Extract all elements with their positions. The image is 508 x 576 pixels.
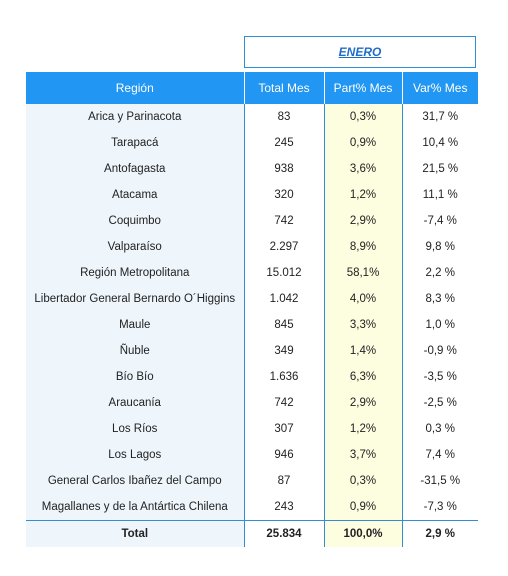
cell-region: General Carlos Ibañez del Campo xyxy=(26,468,244,494)
table-row: Libertador General Bernardo O´Higgins 1.0… xyxy=(26,286,478,312)
table-header-row: Región Total Mes Part% Mes Var% Mes xyxy=(26,72,478,104)
cell-var: 10,4 % xyxy=(401,130,478,156)
month-box: ENERO xyxy=(244,36,476,68)
table-row: Valparaíso 2.297 8,9% 9,8 % xyxy=(26,234,478,260)
cell-total: 349 xyxy=(243,338,324,364)
cell-part: 3,7% xyxy=(323,442,402,468)
month-title: ENERO xyxy=(338,45,382,59)
month-header-row: ENERO xyxy=(26,36,478,70)
cell-region: Antofagasta xyxy=(26,156,244,182)
cell-part: 2,9% xyxy=(323,208,402,234)
region-table: Región Total Mes Part% Mes Var% Mes Aric… xyxy=(26,72,478,547)
cell-region: Libertador General Bernardo O´Higgins xyxy=(26,286,244,312)
cell-region: Los Ríos xyxy=(26,416,244,442)
cell-region: Valparaíso xyxy=(26,234,244,260)
month-spacer xyxy=(26,36,244,70)
cell-total: 2.297 xyxy=(243,234,324,260)
total-cell-var: 2,9 % xyxy=(401,520,478,547)
cell-part: 1,4% xyxy=(323,338,402,364)
cell-part: 3,6% xyxy=(323,156,402,182)
table-row: Araucanía 742 2,9% -2,5 % xyxy=(26,390,478,416)
cell-region: Los Lagos xyxy=(26,442,244,468)
cell-total: 307 xyxy=(243,416,324,442)
cell-part: 58,1% xyxy=(323,260,402,286)
table-row: Los Ríos 307 1,2% 0,3 % xyxy=(26,416,478,442)
cell-total: 1.636 xyxy=(243,364,324,390)
table-row: Región Metropolitana 15.012 58,1% 2,2 % xyxy=(26,260,478,286)
cell-total: 83 xyxy=(243,104,324,130)
cell-part: 0,9% xyxy=(323,130,402,156)
cell-region: Bío Bío xyxy=(26,364,244,390)
header-part: Part% Mes xyxy=(324,72,403,104)
cell-part: 0,9% xyxy=(323,494,402,521)
cell-var: 9,8 % xyxy=(401,234,478,260)
cell-total: 243 xyxy=(243,494,324,521)
cell-total: 245 xyxy=(243,130,324,156)
cell-part: 1,2% xyxy=(323,416,402,442)
table-row: Tarapacá 245 0,9% 10,4 % xyxy=(26,130,478,156)
table-row: Los Lagos 946 3,7% 7,4 % xyxy=(26,442,478,468)
cell-part: 8,9% xyxy=(323,234,402,260)
cell-total: 1.042 xyxy=(243,286,324,312)
cell-var: -0,9 % xyxy=(401,338,478,364)
cell-region: Coquimbo xyxy=(26,208,244,234)
total-cell-total: 25.834 xyxy=(243,520,324,547)
cell-total: 938 xyxy=(243,156,324,182)
cell-region: Atacama xyxy=(26,182,244,208)
cell-var: 1,0 % xyxy=(401,312,478,338)
cell-total: 845 xyxy=(243,312,324,338)
table-row: Bío Bío 1.636 6,3% -3,5 % xyxy=(26,364,478,390)
header-total: Total Mes xyxy=(244,72,325,104)
cell-total: 946 xyxy=(243,442,324,468)
cell-var: -7,4 % xyxy=(401,208,478,234)
cell-part: 2,9% xyxy=(323,390,402,416)
cell-part: 4,0% xyxy=(323,286,402,312)
total-cell-part: 100,0% xyxy=(323,520,402,547)
table-row: Arica y Parinacota 83 0,3% 31,7 % xyxy=(26,104,478,130)
table-body: Arica y Parinacota 83 0,3% 31,7 % Tarapacá 24… xyxy=(26,104,478,547)
total-row: Total 25.834 100,0% 2,9 % xyxy=(26,520,478,547)
cell-part: 3,3% xyxy=(323,312,402,338)
cell-var: 0,3 % xyxy=(401,416,478,442)
table-row: Antofagasta 938 3,6% 21,5 % xyxy=(26,156,478,182)
cell-total: 320 xyxy=(243,182,324,208)
cell-region: Ñuble xyxy=(26,338,244,364)
table-row: Magallanes y de la Antártica Chilena 243 0… xyxy=(26,494,478,521)
cell-var: 7,4 % xyxy=(401,442,478,468)
cell-var: 2,2 % xyxy=(401,260,478,286)
region-table-container: ENERO Región Total Mes Part% Mes Var% Me… xyxy=(26,36,478,547)
cell-var: 31,7 % xyxy=(401,104,478,130)
cell-var: -31,5 % xyxy=(401,468,478,494)
cell-total: 742 xyxy=(243,208,324,234)
cell-var: -2,5 % xyxy=(401,390,478,416)
cell-part: 6,3% xyxy=(323,364,402,390)
cell-var: -3,5 % xyxy=(401,364,478,390)
cell-var: 11,1 % xyxy=(401,182,478,208)
cell-total: 87 xyxy=(243,468,324,494)
cell-part: 1,2% xyxy=(323,182,402,208)
header-var: Var% Mes xyxy=(402,72,478,104)
table-row: Atacama 320 1,2% 11,1 % xyxy=(26,182,478,208)
table-row: Ñuble 349 1,4% -0,9 % xyxy=(26,338,478,364)
cell-region: Magallanes y de la Antártica Chilena xyxy=(26,494,244,521)
cell-part: 0,3% xyxy=(323,104,402,130)
table-row: Maule 845 3,3% 1,0 % xyxy=(26,312,478,338)
cell-region: Región Metropolitana xyxy=(26,260,244,286)
table-row: General Carlos Ibañez del Campo 87 0,3% -31… xyxy=(26,468,478,494)
cell-part: 0,3% xyxy=(323,468,402,494)
cell-region: Arica y Parinacota xyxy=(26,104,244,130)
cell-var: 21,5 % xyxy=(401,156,478,182)
cell-total: 15.012 xyxy=(243,260,324,286)
cell-var: 8,3 % xyxy=(401,286,478,312)
cell-region: Araucanía xyxy=(26,390,244,416)
cell-var: -7,3 % xyxy=(401,494,478,521)
cell-total: 742 xyxy=(243,390,324,416)
header-region: Región xyxy=(26,72,245,104)
table-row: Coquimbo 742 2,9% -7,4 % xyxy=(26,208,478,234)
total-cell-region: Total xyxy=(26,520,244,547)
cell-region: Maule xyxy=(26,312,244,338)
cell-region: Tarapacá xyxy=(26,130,244,156)
